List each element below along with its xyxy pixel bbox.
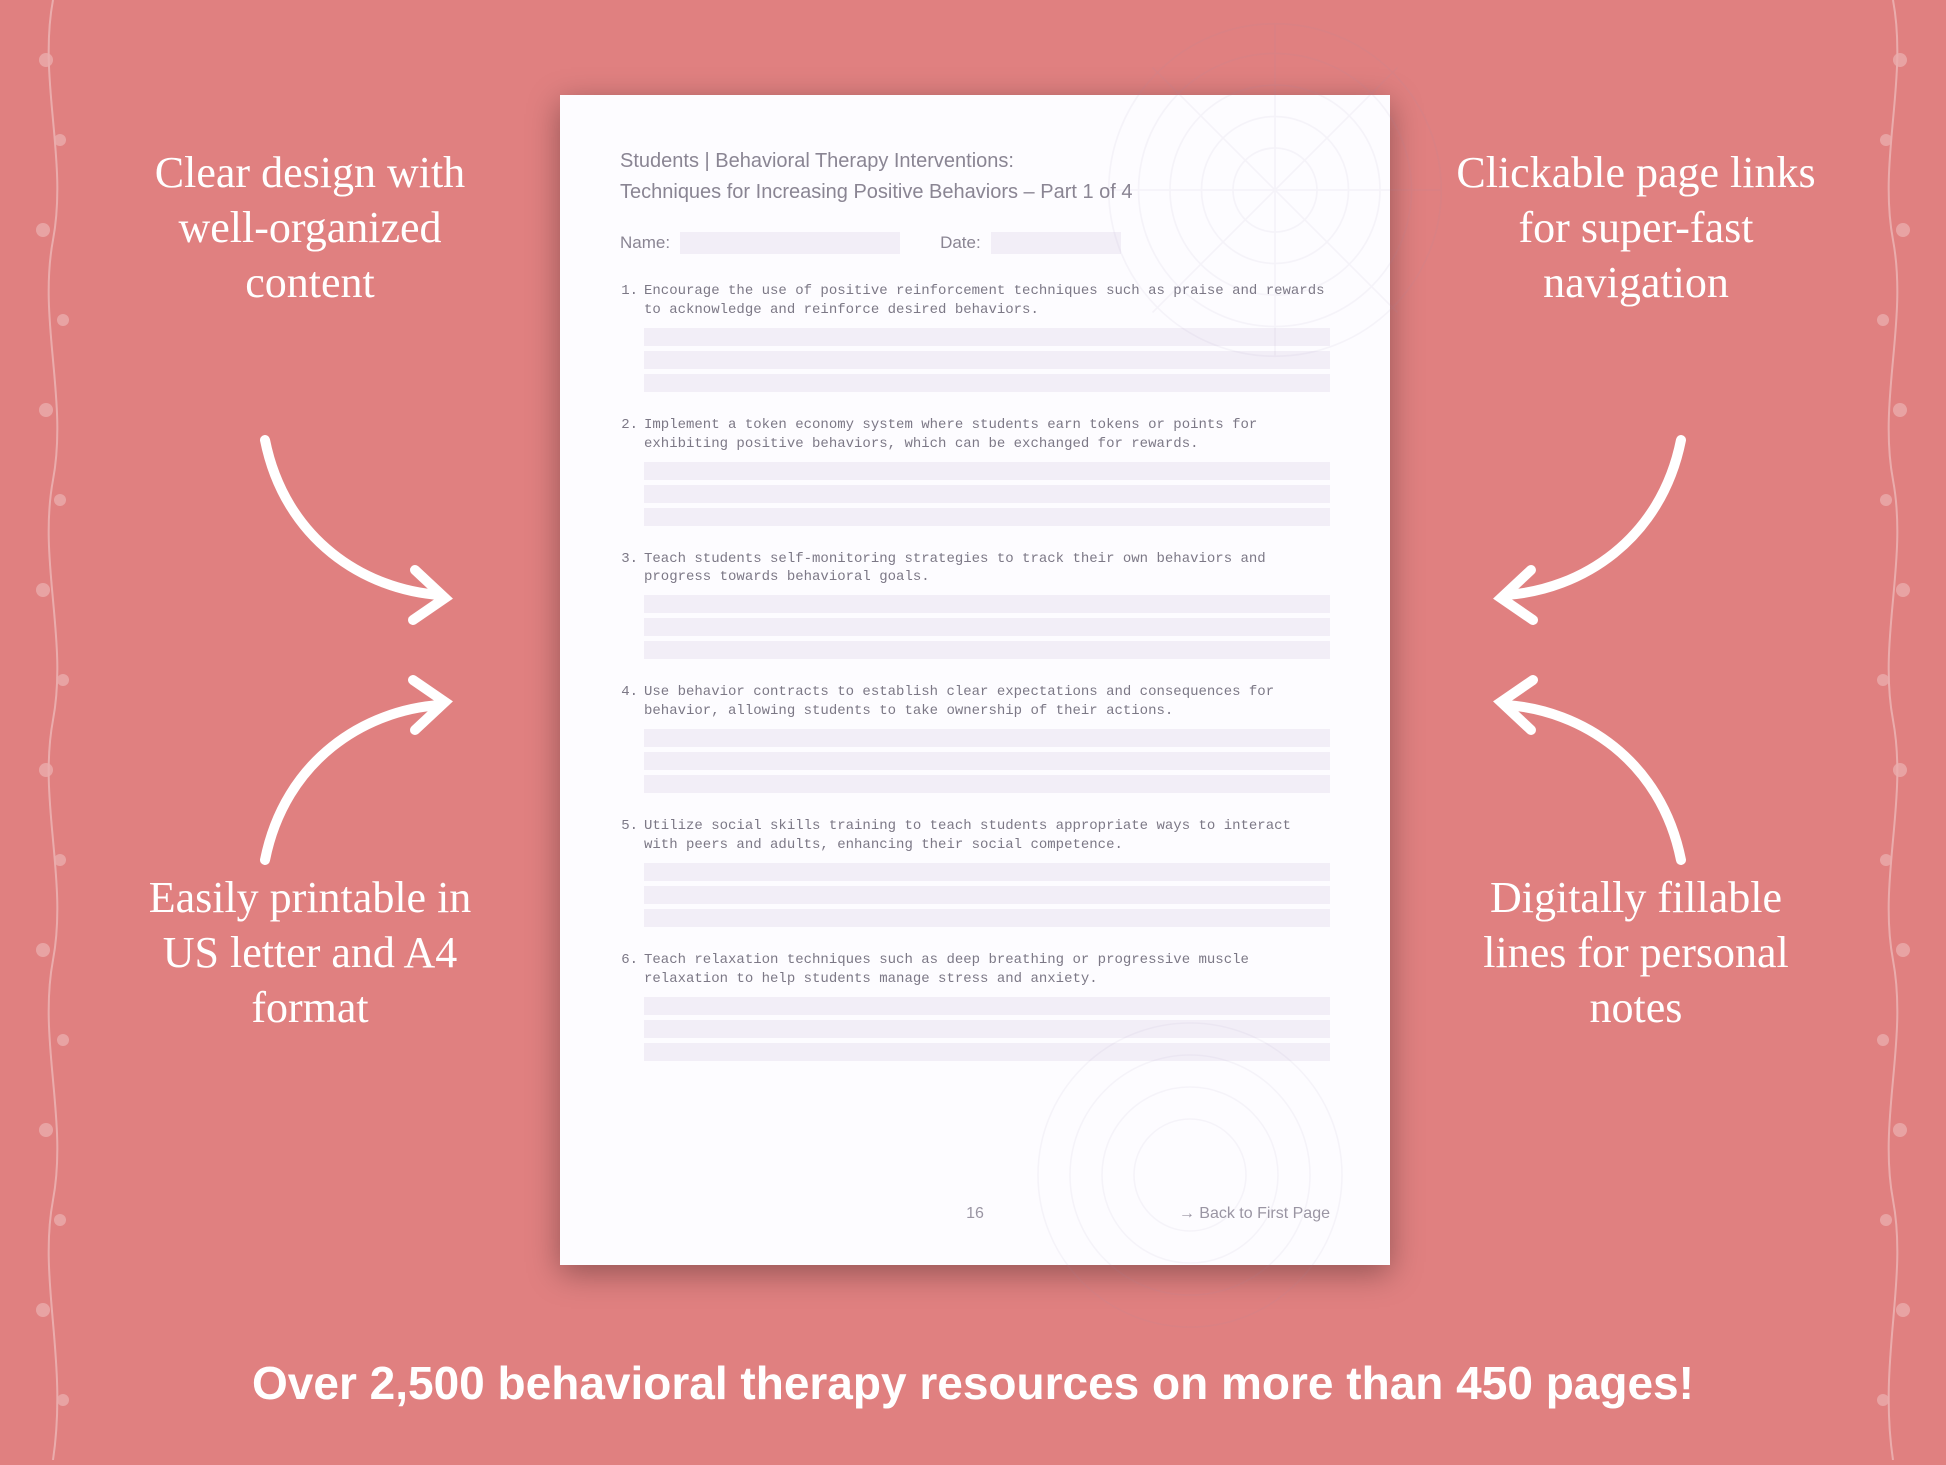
item-text: Utilize social skills training to teach … [644,817,1330,855]
item-text: Encourage the use of positive reinforcem… [644,282,1330,320]
item-number: 4. [620,683,638,721]
fillable-line[interactable] [644,485,1330,503]
list-item: 6.Teach relaxation techniques such as de… [620,951,1330,1061]
fillable-line[interactable] [644,508,1330,526]
item-text: Use behavior contracts to establish clea… [644,683,1330,721]
item-number: 1. [620,282,638,320]
fillable-line[interactable] [644,863,1330,881]
arrow-top-left [245,420,465,640]
page-number: 16 [966,1205,984,1223]
callout-top-left: Clear design with well-organized content [130,145,490,310]
fillable-line[interactable] [644,909,1330,927]
item-text: Implement a token economy system where s… [644,416,1330,454]
meta-row: Name: Date: [620,232,1330,254]
item-number: 5. [620,817,638,855]
item-text: Teach relaxation techniques such as deep… [644,951,1330,989]
date-label: Date: [940,233,981,253]
list-item: 2.Implement a token economy system where… [620,416,1330,526]
fillable-line[interactable] [644,462,1330,480]
document-page: Students | Behavioral Therapy Interventi… [560,95,1390,1265]
footer-text: Over 2,500 behavioral therapy resources … [0,1356,1946,1410]
page-footer: 16 → Back to First Page [620,1205,1330,1223]
floral-border-left [18,0,88,1460]
item-number: 2. [620,416,638,454]
callout-top-right: Clickable page links for super-fast navi… [1456,145,1816,310]
fillable-line[interactable] [644,729,1330,747]
floral-border-right [1858,0,1928,1460]
arrow-bottom-right [1481,660,1701,880]
callout-bottom-left: Easily printable in US letter and A4 for… [130,870,490,1035]
fillable-line[interactable] [644,351,1330,369]
fillable-line[interactable] [644,1043,1330,1061]
back-to-first-link[interactable]: → Back to First Page [1179,1205,1330,1223]
list-item: 1.Encourage the use of positive reinforc… [620,282,1330,392]
name-label: Name: [620,233,670,253]
items-list: 1.Encourage the use of positive reinforc… [620,282,1330,1061]
document-header: Students | Behavioral Therapy Interventi… [620,150,1330,173]
fillable-line[interactable] [644,1020,1330,1038]
item-number: 6. [620,951,638,989]
arrow-top-right [1481,420,1701,640]
list-item: 4.Use behavior contracts to establish cl… [620,683,1330,793]
fillable-line[interactable] [644,886,1330,904]
callout-bottom-right: Digitally fillable lines for personal no… [1456,870,1816,1035]
arrow-bottom-left [245,660,465,880]
list-item: 3.Teach students self-monitoring strateg… [620,550,1330,660]
list-item: 5.Utilize social skills training to teac… [620,817,1330,927]
fillable-line[interactable] [644,752,1330,770]
fillable-line[interactable] [644,618,1330,636]
item-text: Teach students self-monitoring strategie… [644,550,1330,588]
mandala-decoration-bottom [1030,1015,1350,1335]
fillable-line[interactable] [644,328,1330,346]
fillable-line[interactable] [644,997,1330,1015]
fillable-line[interactable] [644,374,1330,392]
item-number: 3. [620,550,638,588]
document-subheader: Techniques for Increasing Positive Behav… [620,181,1330,204]
fillable-line[interactable] [644,775,1330,793]
fillable-line[interactable] [644,595,1330,613]
date-input[interactable] [991,232,1121,254]
fillable-line[interactable] [644,641,1330,659]
name-input[interactable] [680,232,900,254]
